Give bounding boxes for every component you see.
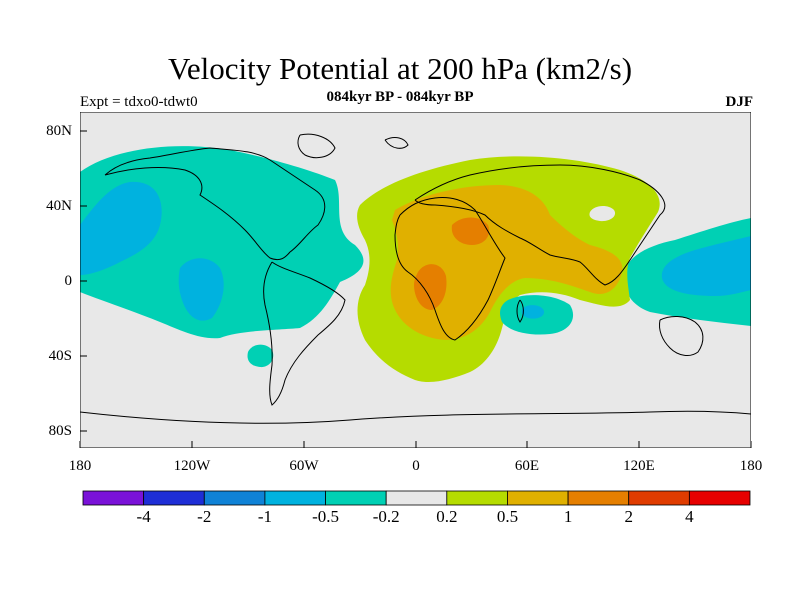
colorbar-swatch [143, 490, 205, 506]
colorbar-swatch [688, 490, 751, 506]
colorbar-label: -1 [257, 507, 272, 526]
lat-label-80n: 80N [46, 123, 72, 139]
colorbar-swatch [264, 490, 326, 506]
lat-label-80s: 80S [48, 423, 72, 439]
colorbar-label: 1 [563, 507, 573, 526]
experiment-label: Expt = tdxo0-tdwt0 [80, 94, 198, 110]
colorbar-label: -2 [197, 507, 212, 526]
colorbar-label: 4 [685, 507, 694, 526]
contour-pos-africa-asia-mid [390, 185, 623, 340]
colorbar-label: -0.5 [312, 507, 339, 526]
colorbar-label: 0.2 [436, 507, 458, 526]
colorbar-swatch [507, 490, 569, 506]
colorbar-swatch [385, 490, 448, 506]
coastlines [80, 133, 751, 424]
lon-label-180e: 180 [739, 458, 763, 474]
contour-neg-americas-core [80, 181, 162, 275]
lon-label-0: 0 [412, 458, 420, 474]
map-subtitle: 084kyr BP - 084kyr BP [326, 89, 474, 105]
colorbar-swatch [82, 490, 145, 506]
colorbar-swatch [203, 490, 266, 506]
contour-pos-congo-max [414, 264, 447, 310]
lat-label-40s: 40S [48, 348, 72, 364]
lon-label-120e: 120E [623, 458, 655, 474]
map-title: Velocity Potential at 200 hPa (km2/s) [167, 51, 633, 86]
contour-neg-americas-core2 [178, 258, 224, 321]
lon-label-120w: 120W [173, 458, 211, 474]
colorbar-label: 0.5 [496, 507, 519, 526]
colorbar-swatch [325, 490, 387, 506]
lon-label-180w: 180 [68, 458, 92, 474]
colorbar-swatch [567, 490, 630, 506]
season-label: DJF [725, 94, 754, 110]
colorbar-label: -4 [136, 507, 151, 526]
axis-ticks [79, 130, 752, 448]
contour-pos-egypt-max [451, 217, 490, 245]
colorbar-label: 2 [624, 507, 633, 526]
contour-neg-south-atlantic [247, 344, 274, 368]
lon-label-60e: 60E [514, 458, 540, 474]
contour-neg-west-pacific-core [661, 236, 751, 296]
contour-neutral-central-asia [589, 206, 616, 222]
colorbar-swatch [628, 490, 690, 506]
colorbar-label: -0.2 [372, 507, 400, 526]
colorbar-swatch [446, 490, 508, 506]
contour-neg-south-indian-ocean-core [521, 305, 545, 319]
lon-label-60w: 60W [289, 458, 319, 474]
lat-label-0: 0 [64, 273, 73, 289]
lat-label-40n: 40N [46, 198, 72, 214]
